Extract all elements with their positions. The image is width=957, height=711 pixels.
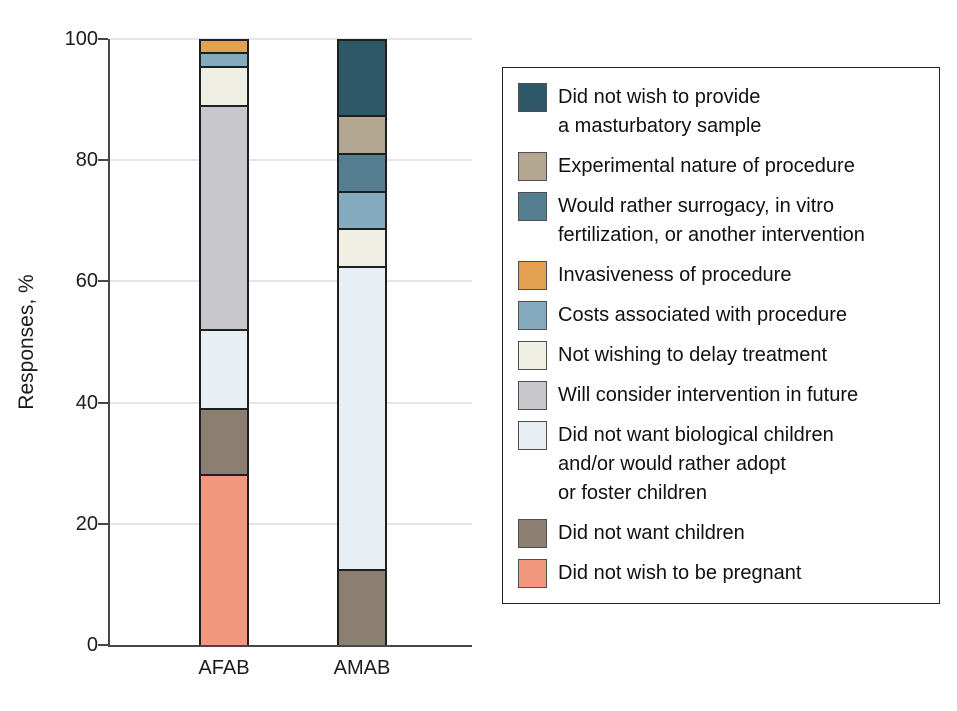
y-tick-40 [98,401,108,404]
gridline-40 [110,401,472,404]
legend-label-costs-associated-with-procedure: Costs associated with procedure [558,304,848,326]
x-category-label-afab: AFAB [198,657,250,679]
legend-swatch-invasiveness-of-procedure [518,261,547,290]
bar-segment-invasiveness-of-procedure [199,39,249,53]
gridline-20 [110,522,472,525]
legend-box: Did not wish to provide a masturbatory s… [502,67,940,604]
legend-swatch-did-not-want-children [518,519,547,548]
legend-swatch-not-wishing-to-delay-treatment [518,341,547,370]
bar-segment-not-wishing-to-delay-treatment [199,65,249,105]
plot-area: 0 20 40 60 80 100 AFAB AMAB [65,29,472,679]
y-tick-label-40: 40 [75,391,98,414]
legend-item-did-not-wish-to-be-pregnant: Did not wish to be pregnant [518,559,925,588]
legend-item-would-rather-surrogacy-in-vitro-fertiliz: Would rather surrogacy, in vitro fertili… [518,192,925,250]
y-tick-0 [98,644,108,646]
y-tick-80 [98,159,108,162]
bar-segment-costs-associated-with-procedure [199,52,249,66]
legend-swatch-would-rather-surrogacy-in-vitro-fertiliz [518,192,547,221]
bar-segment-did-not-wish-to-provide-a-masturbatory-s [337,39,387,115]
y-tick-60 [98,280,108,283]
gridline-80 [110,159,472,162]
legend-label-did-not-want-children: Did not want children [558,522,745,544]
bar-column-afab [199,39,249,645]
bar-segment-not-wishing-to-delay-treatment [337,228,387,267]
y-tick-label-100: 100 [64,28,98,50]
legend-item-did-not-want-children: Did not want children [518,519,925,548]
legend-item-costs-associated-with-procedure: Costs associated with procedure [518,301,925,330]
legend-label-would-rather-surrogacy-in-vitro-fertiliz: Would rather surrogacy, in vitro fertili… [558,195,865,246]
legend-label-not-wishing-to-delay-treatment: Not wishing to delay treatment [558,344,828,366]
bar-segment-did-not-wish-to-be-pregnant [199,473,249,645]
bar-column-amab [337,39,387,645]
legend-swatch-costs-associated-with-procedure [518,301,547,330]
legend-label-did-not-wish-to-provide-a-masturbatory-s: Did not wish to provide a masturbatory s… [558,86,762,137]
legend-item-did-not-wish-to-provide-a-masturbatory-s: Did not wish to provide a masturbatory s… [518,83,925,141]
bar-segment-did-not-want-children [199,407,249,474]
legend-item-invasiveness-of-procedure: Invasiveness of procedure [518,261,925,290]
legend-label-invasiveness-of-procedure: Invasiveness of procedure [558,264,792,286]
bar-segment-did-not-want-biological-children-and-or- [199,329,249,408]
bar-segment-would-rather-surrogacy-in-vitro-fertiliz [337,152,387,191]
bar-segment-did-not-want-children [337,569,387,645]
y-tick-label-80: 80 [75,149,98,172]
legend-item-will-consider-intervention-in-future: Will consider intervention in future [518,381,925,410]
y-axis-title: Responses, % [15,274,38,410]
legend-item-did-not-want-biological-children-and-or-: Did not want biological children and/or … [518,421,925,508]
legend-label-did-not-want-biological-children-and-or-: Did not want biological children and/or … [558,424,834,504]
legend-swatch-did-not-wish-to-be-pregnant [518,559,547,588]
gridline-60 [110,280,472,283]
legend-item-experimental-nature-of-procedure: Experimental nature of procedure [518,152,925,181]
legend-label-experimental-nature-of-procedure: Experimental nature of procedure [558,155,855,177]
gridline-100 [110,38,472,40]
legend-label-did-not-wish-to-be-pregnant: Did not wish to be pregnant [558,562,802,584]
legend-item-not-wishing-to-delay-treatment: Not wishing to delay treatment [518,341,925,370]
bar-segment-costs-associated-with-procedure [337,190,387,229]
legend-label-will-consider-intervention-in-future: Will consider intervention in future [558,384,859,406]
x-category-label-amab: AMAB [333,657,391,679]
legend-swatch-experimental-nature-of-procedure [518,152,547,181]
y-tick-label-60: 60 [75,270,98,293]
legend-swatch-did-not-want-biological-children-and-or- [518,421,547,450]
bar-segment-did-not-want-biological-children-and-or- [337,266,387,570]
y-tick-label-20: 20 [75,512,98,535]
legend-swatch-will-consider-intervention-in-future [518,381,547,410]
legend-swatch-did-not-wish-to-provide-a-masturbatory-s [518,83,547,112]
bar-segment-experimental-nature-of-procedure [337,114,387,153]
y-tick-label-0: 0 [86,634,98,656]
y-tick-100 [98,38,108,40]
y-tick-20 [98,522,108,525]
bar-segment-will-consider-intervention-in-future [199,105,249,329]
